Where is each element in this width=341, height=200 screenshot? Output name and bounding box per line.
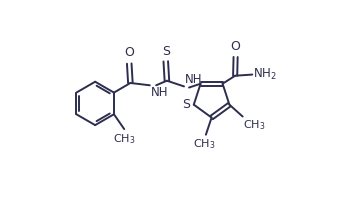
Text: NH: NH	[185, 73, 202, 86]
Text: O: O	[124, 46, 134, 59]
Text: NH: NH	[150, 86, 168, 99]
Text: CH$_3$: CH$_3$	[113, 132, 136, 146]
Text: S: S	[182, 98, 190, 111]
Text: O: O	[231, 40, 240, 53]
Text: S: S	[162, 45, 170, 58]
Text: NH$_2$: NH$_2$	[253, 67, 277, 82]
Text: CH$_3$: CH$_3$	[193, 137, 216, 151]
Text: CH$_3$: CH$_3$	[243, 118, 266, 132]
